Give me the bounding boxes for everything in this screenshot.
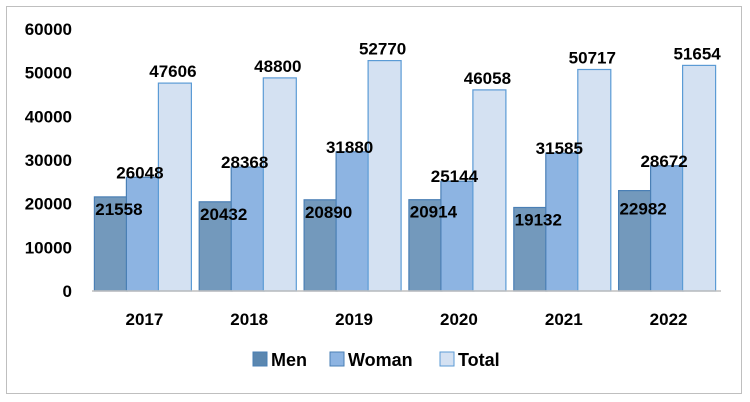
legend-swatch-men — [252, 351, 268, 367]
x-tick-label: 2017 — [125, 310, 163, 329]
legend-swatch-woman — [329, 351, 345, 367]
y-tick-label: 10000 — [25, 238, 72, 257]
legend: Men Woman Total — [252, 350, 500, 370]
y-tick-label: 0 — [63, 282, 72, 301]
legend-label-woman: Woman — [348, 350, 413, 370]
x-axis: 2017 2018 2019 2020 2021 2022 — [92, 290, 721, 329]
data-label-total-2020: 46058 — [464, 69, 511, 88]
y-axis: 0 10000 20000 30000 40000 50000 60000 — [25, 20, 72, 301]
x-tick-label: 2022 — [650, 310, 688, 329]
bar-woman-2022 — [649, 165, 685, 292]
y-tick-label: 40000 — [25, 107, 72, 126]
data-label-men-2022: 22982 — [619, 200, 666, 219]
y-tick-label: 60000 — [25, 20, 72, 39]
bar-total-2021 — [577, 68, 612, 292]
data-label-total-2021: 50717 — [569, 49, 616, 68]
data-label-woman-2019: 31880 — [326, 138, 373, 157]
data-label-woman-2017: 26048 — [116, 163, 163, 182]
bar-total-2017 — [157, 82, 192, 292]
data-label-woman-2021: 31585 — [536, 139, 583, 158]
x-tick-label: 2020 — [440, 310, 478, 329]
bar-woman-2017 — [125, 176, 161, 292]
bar-men-2020 — [408, 199, 443, 292]
bar-total-2019 — [367, 59, 402, 292]
y-tick-label: 20000 — [25, 195, 72, 214]
data-label-woman-2020: 25144 — [431, 167, 479, 186]
bar-woman-2020 — [440, 180, 475, 292]
data-label-woman-2018: 28368 — [221, 153, 268, 172]
data-label-total-2019: 52770 — [359, 40, 406, 59]
bar-total-2022 — [681, 64, 717, 292]
data-label-total-2018: 48800 — [254, 57, 301, 76]
bar-woman-2021 — [545, 152, 580, 292]
data-label-total-2022: 51654 — [673, 44, 721, 63]
bar-men-2017 — [93, 196, 129, 292]
data-label-men-2020: 20914 — [410, 203, 458, 222]
data-label-men-2018: 20432 — [200, 205, 247, 224]
bar-woman-2018 — [230, 166, 265, 292]
data-labels-layer: 21558 26048 47606 20432 28368 48800 20890 31880… — [95, 40, 721, 230]
legend-label-men: Men — [271, 350, 307, 370]
data-label-total-2017: 47606 — [149, 62, 196, 81]
data-label-men-2021: 19132 — [515, 211, 562, 230]
legend-label-total: Total — [458, 350, 500, 370]
bar-total-2018 — [262, 77, 297, 292]
y-tick-label: 30000 — [25, 151, 72, 170]
data-label-men-2019: 20890 — [305, 203, 352, 222]
x-tick-label: 2018 — [230, 310, 268, 329]
bar-total-2020 — [472, 89, 507, 292]
x-tick-label: 2019 — [335, 310, 373, 329]
data-label-woman-2022: 28672 — [640, 152, 687, 171]
x-tick-label: 2021 — [545, 310, 583, 329]
legend-swatch-total — [439, 351, 455, 367]
bars-layer — [93, 59, 717, 292]
y-tick-label: 50000 — [25, 64, 72, 83]
data-label-men-2017: 21558 — [95, 200, 142, 219]
